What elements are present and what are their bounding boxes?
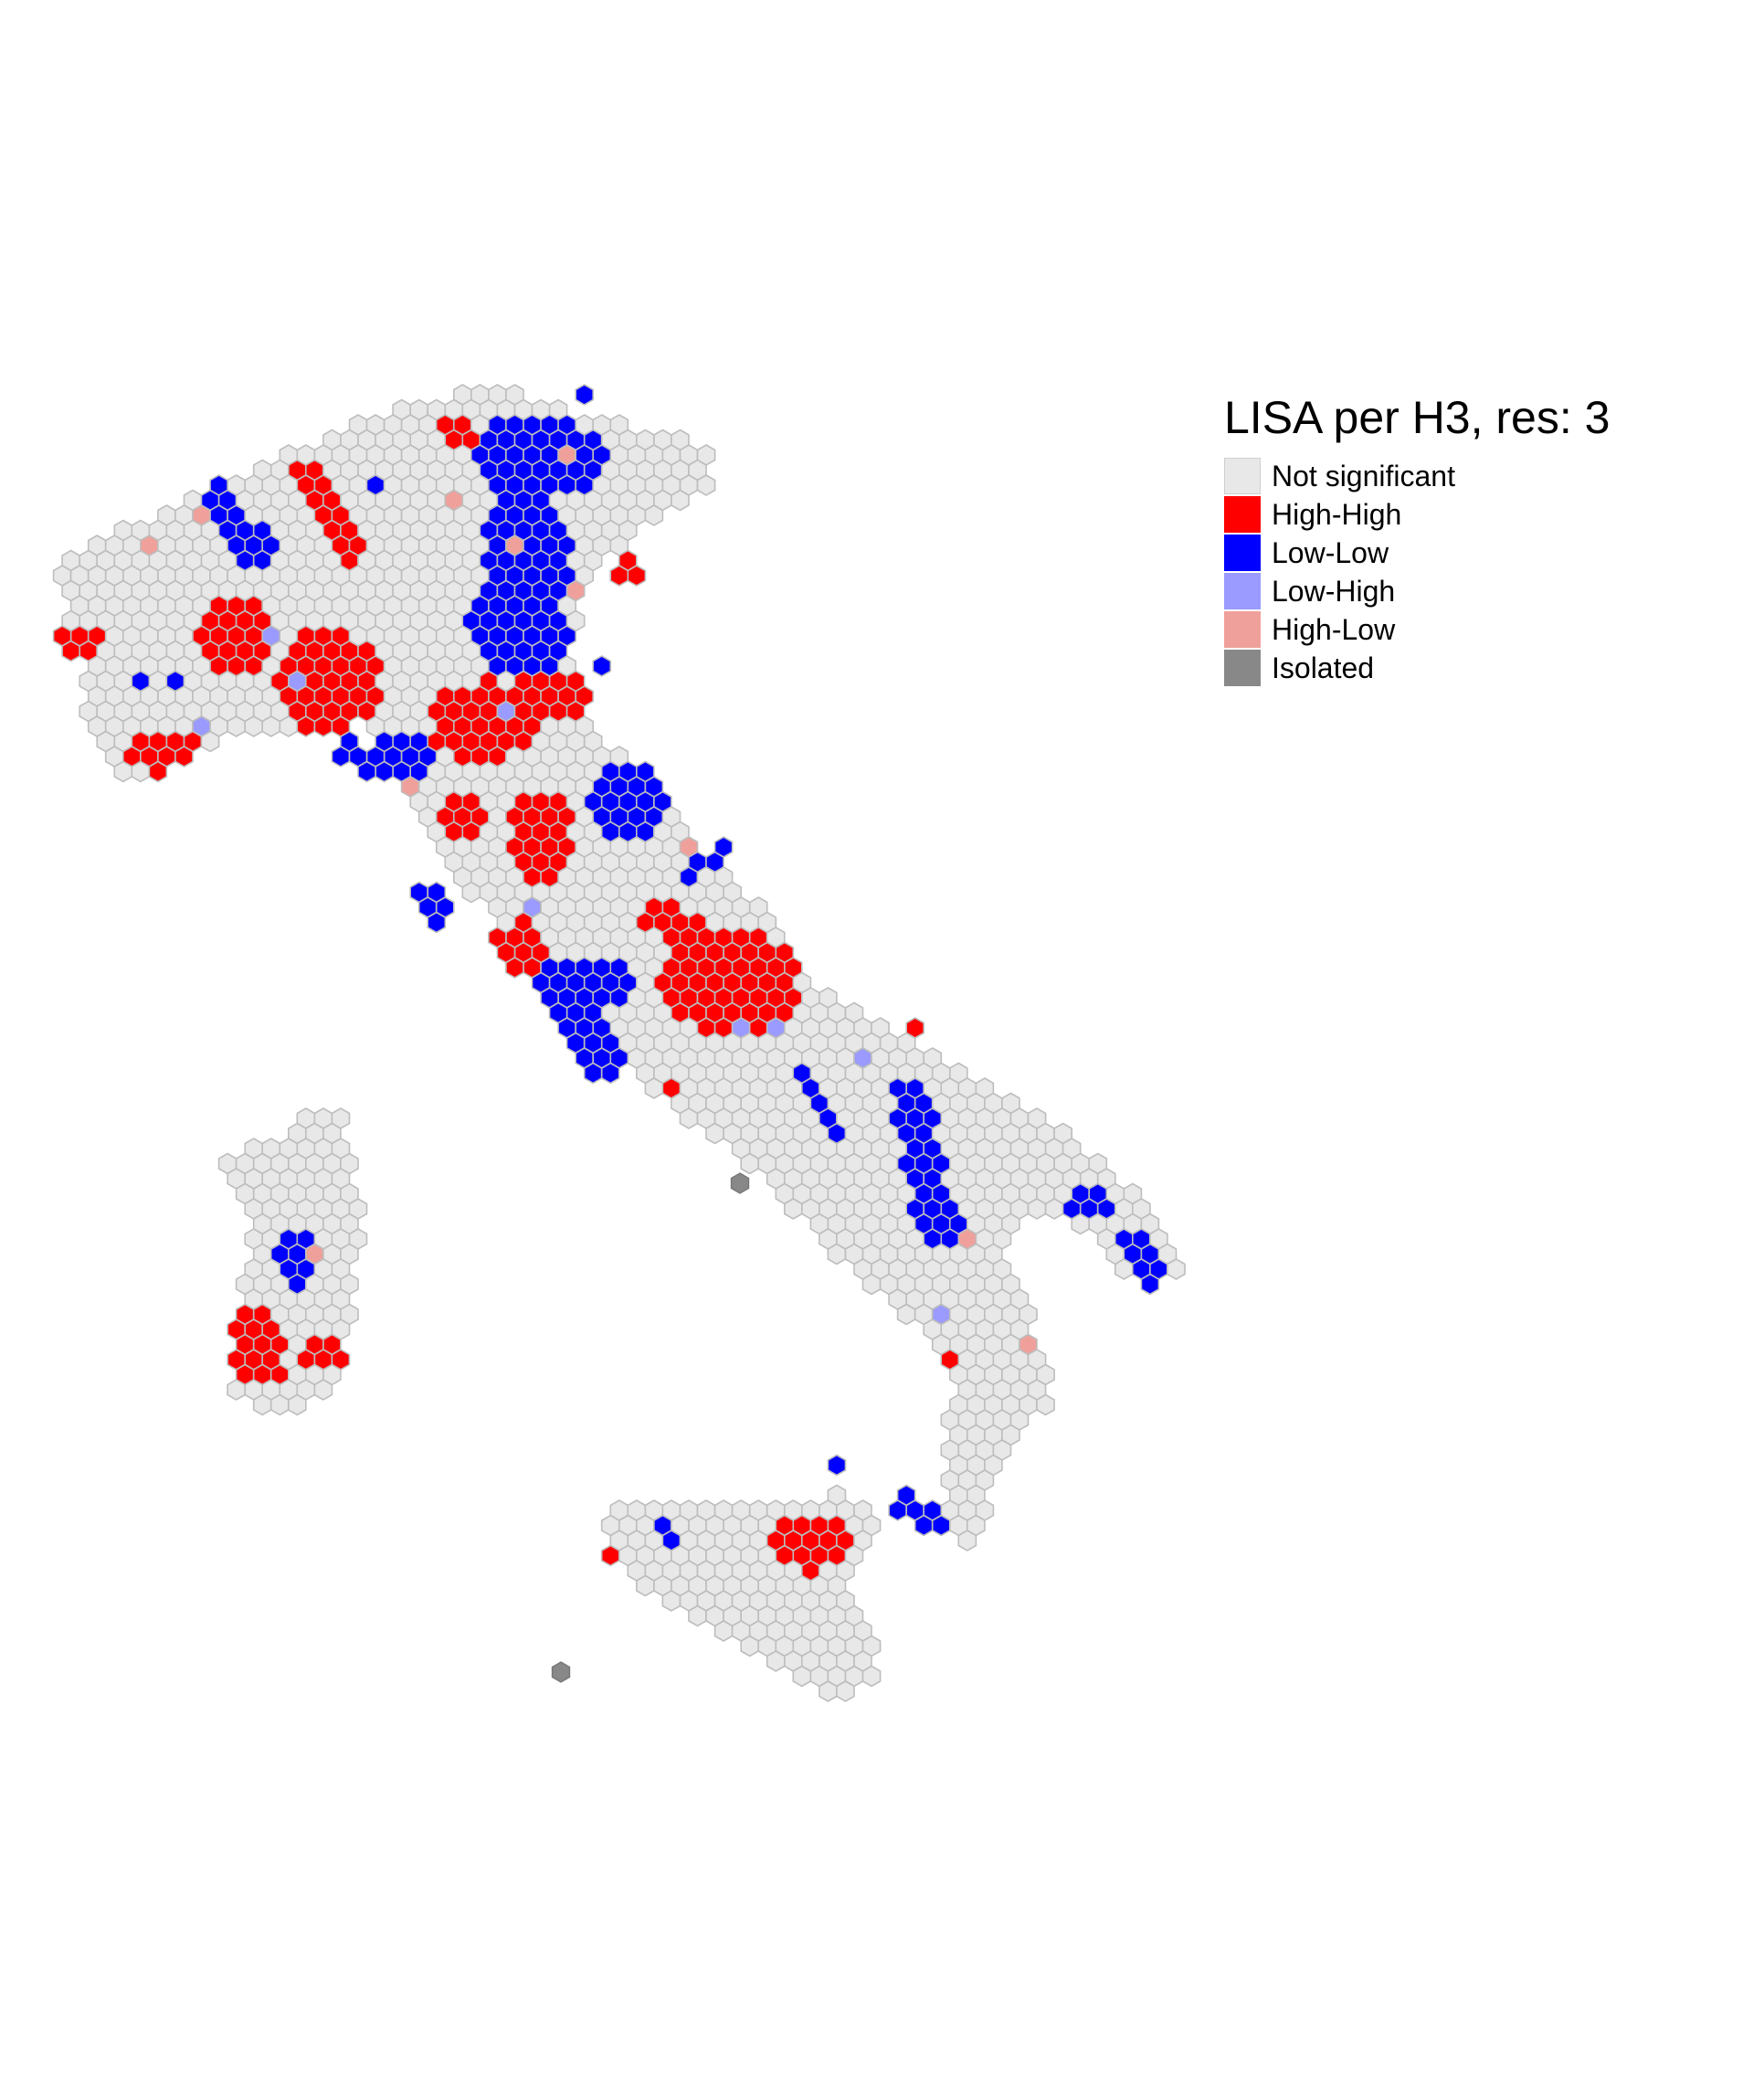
- hex-cell-hh: [296, 715, 316, 737]
- legend-swatch: [1224, 650, 1261, 686]
- hex-cell-ns: [313, 1379, 333, 1401]
- hex-cell-ns: [740, 1152, 759, 1175]
- hex-cell-ns: [200, 730, 220, 753]
- hex-cell-isolated: [730, 1172, 750, 1194]
- hex-cell-ll: [209, 474, 228, 496]
- hex-cell-isolated: [551, 1661, 571, 1683]
- hex-cell-ll: [583, 1062, 603, 1085]
- hex-cell-hh: [313, 715, 333, 737]
- legend-item-high-low: High-Low: [1224, 610, 1610, 649]
- hex-cell-hh: [61, 640, 80, 662]
- legend-item-isolated: Isolated: [1224, 649, 1610, 687]
- hex-cell-ns: [679, 1107, 699, 1129]
- hex-cell-ll: [644, 776, 664, 798]
- legend-item-low-high: Low-High: [1224, 572, 1610, 610]
- legend-swatch: [1224, 611, 1261, 648]
- hex-cell-ns: [644, 504, 664, 526]
- legend: LISA per H3, res: 3 Not significant High…: [1224, 391, 1610, 687]
- hex-cell-ns: [461, 881, 481, 904]
- hex-cell-ns: [861, 1665, 882, 1688]
- legend-label: Low-High: [1272, 574, 1396, 608]
- hex-cell-ns: [244, 715, 263, 737]
- hex-cell-ns: [1167, 1258, 1186, 1280]
- hex-cell-hh: [174, 746, 194, 768]
- hex-cell-ns: [1044, 1198, 1064, 1220]
- hex-cell-ns: [1027, 1198, 1047, 1220]
- hex-cell-hh: [148, 760, 168, 783]
- hex-cell-ll: [427, 911, 447, 934]
- legend-label: Not significant: [1272, 459, 1455, 492]
- hex-cell-ns: [1036, 1393, 1055, 1416]
- hex-cell-ns: [784, 1198, 803, 1220]
- hex-cell-hh: [505, 957, 524, 979]
- hex-cell-ll: [375, 760, 394, 783]
- legend-label: Low-Low: [1272, 535, 1389, 569]
- hex-cell-ns: [288, 1393, 307, 1416]
- hex-cell-ns: [766, 1650, 786, 1672]
- hex-cell-ns: [1071, 1212, 1090, 1235]
- hex-cell-ll: [1140, 1273, 1160, 1296]
- hex-cell-ns: [827, 1243, 847, 1265]
- hex-cell-ns: [661, 1590, 681, 1612]
- hex-cell-hh: [905, 1017, 924, 1039]
- hex-cell-ns: [896, 1303, 916, 1326]
- hex-cell-ll: [888, 1499, 907, 1521]
- hex-cell-ns: [836, 1680, 855, 1702]
- hex-cell-hh: [627, 565, 647, 587]
- legend-swatch: [1224, 573, 1261, 609]
- hex-cell-ns: [957, 1530, 977, 1551]
- hex-cell-ns: [227, 715, 246, 737]
- hex-cell-ns: [740, 1635, 759, 1657]
- legend-label: Isolated: [1272, 651, 1375, 684]
- hex-cells: [52, 384, 1186, 1702]
- hex-cell-ll: [575, 384, 594, 406]
- hex-cell-ns: [671, 489, 690, 512]
- hex-cell-ns: [861, 1273, 882, 1296]
- hex-cell-ns: [227, 1379, 246, 1401]
- hex-cell-ns: [131, 760, 151, 783]
- legend-label: High-Low: [1272, 612, 1396, 646]
- hex-cell-ll: [331, 746, 351, 768]
- hex-cell-ns: [792, 1665, 812, 1688]
- hex-cell-ns: [696, 474, 716, 496]
- legend-item-low-low: Low-Low: [1224, 534, 1610, 572]
- hex-cell-ll: [357, 760, 376, 783]
- hex-cell-ll: [600, 1062, 620, 1085]
- legend-swatch: [1224, 496, 1261, 533]
- hex-cell-hh: [609, 565, 629, 587]
- hex-cell-ll: [827, 1454, 847, 1477]
- hex-cell-ns: [113, 760, 133, 783]
- legend-swatch: [1224, 458, 1261, 494]
- legend-swatch: [1224, 535, 1261, 571]
- hex-cell-ns: [1114, 1258, 1134, 1280]
- hex-cell-ns: [279, 715, 299, 737]
- hex-cell-ll: [931, 1514, 951, 1537]
- legend-title: LISA per H3, res: 3: [1224, 392, 1611, 443]
- legend-label: High-High: [1272, 497, 1402, 531]
- hex-cell-ns: [688, 1604, 707, 1627]
- hex-cell-ll: [914, 1514, 934, 1537]
- hex-cell-ns: [261, 715, 281, 737]
- hex-cell-ns: [644, 1077, 664, 1099]
- hex-cell-ns: [269, 1393, 290, 1416]
- legend-item-high-high: High-High: [1224, 495, 1610, 534]
- legend-item-not-significant: Not significant: [1224, 457, 1610, 495]
- hex-cell-ns: [713, 1620, 734, 1642]
- hex-cell-ll: [713, 836, 734, 858]
- hex-cell-hh: [600, 1544, 620, 1567]
- hex-cell-ns: [252, 1393, 272, 1416]
- hex-cell-ll: [592, 655, 612, 677]
- hex-cell-ns: [819, 1680, 838, 1702]
- hex-cell-ns: [705, 1122, 724, 1145]
- hex-cell-ns: [636, 1574, 655, 1597]
- hex-cell-hh: [331, 715, 351, 737]
- hex-cell-hh: [575, 685, 594, 707]
